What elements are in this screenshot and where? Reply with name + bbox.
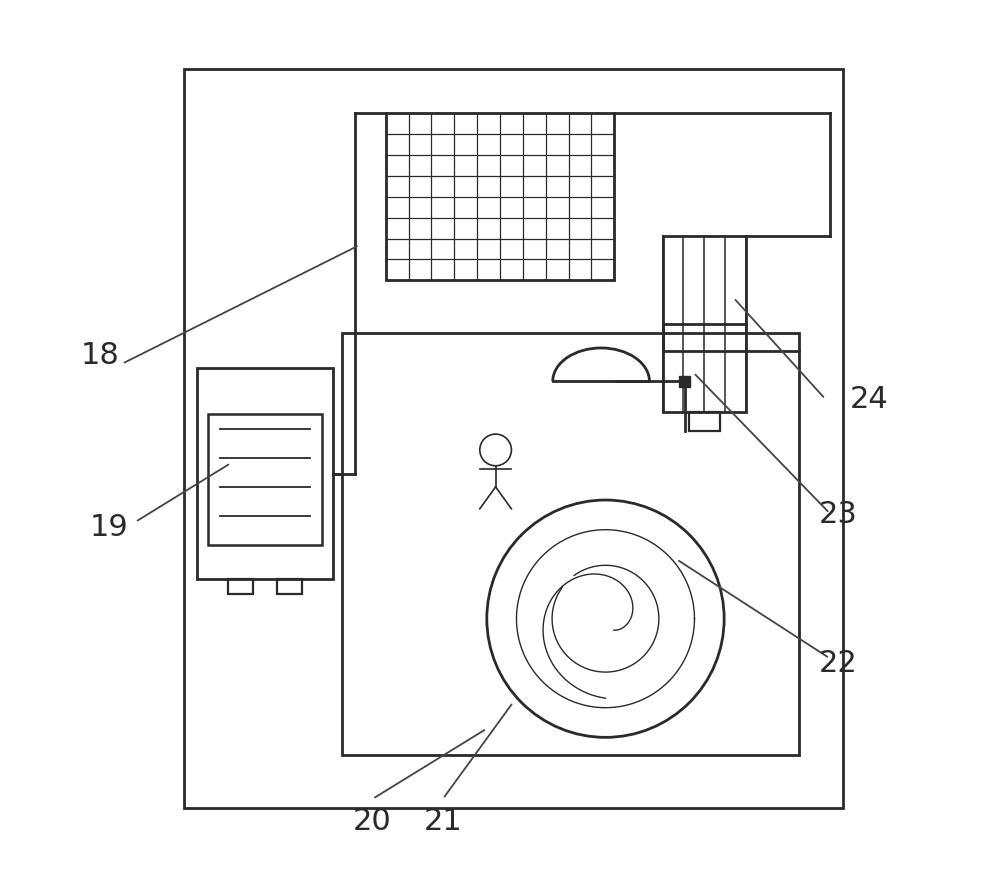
Bar bbox=[208, 414, 322, 545]
Text: 24: 24 bbox=[850, 385, 889, 414]
Bar bbox=[342, 334, 799, 755]
Text: 20: 20 bbox=[353, 807, 392, 835]
Text: 21: 21 bbox=[423, 807, 462, 835]
Bar bbox=[663, 237, 746, 413]
Text: 23: 23 bbox=[819, 500, 858, 528]
Bar bbox=[197, 369, 333, 579]
Text: 19: 19 bbox=[89, 513, 128, 541]
Text: 18: 18 bbox=[81, 342, 119, 370]
Bar bbox=[184, 70, 843, 808]
Bar bbox=[228, 579, 253, 594]
Bar bbox=[386, 114, 614, 281]
Text: 22: 22 bbox=[819, 649, 858, 677]
Bar bbox=[277, 579, 302, 594]
Bar bbox=[689, 413, 720, 432]
Bar bbox=[679, 376, 690, 388]
